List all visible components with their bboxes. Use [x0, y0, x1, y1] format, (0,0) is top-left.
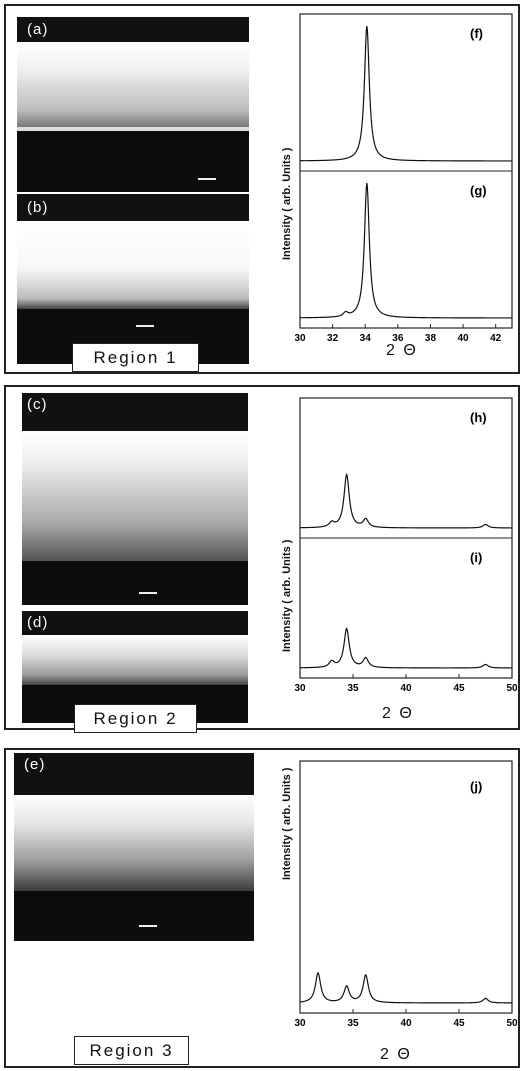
region-3-frame	[4, 748, 520, 1068]
sem-image-e: (e)	[14, 753, 254, 941]
plot-frame	[299, 760, 513, 1014]
spectrum-line	[299, 472, 512, 529]
panel-label: (g)	[470, 183, 487, 198]
scale-bar	[139, 925, 157, 927]
x-tick-label: 50	[506, 1018, 518, 1029]
image-label-c: (c)	[27, 396, 48, 413]
panel-label: (j)	[470, 779, 482, 794]
x-tick-label: 45	[453, 683, 465, 694]
x-tick-label: 50	[506, 683, 518, 694]
x-tick-label: 45	[453, 1018, 465, 1029]
x-tick-label: 40	[458, 333, 470, 344]
scale-bar	[136, 325, 154, 327]
x-tick-label: 30	[294, 333, 306, 344]
image-label-e: (e)	[24, 756, 46, 773]
y-axis-label-2: Intensity ( arb. Units )	[281, 539, 293, 652]
sem-image-c: (c)	[22, 393, 248, 605]
x-tick-label: 30	[294, 1018, 306, 1029]
x-tick-label: 35	[347, 1018, 359, 1029]
spectrum-line	[300, 182, 512, 319]
x-axis-label-3: 2 Θ	[380, 1046, 412, 1063]
x-tick-label: 36	[392, 333, 404, 344]
x-tick-label: 38	[425, 333, 437, 344]
xrd-chart-1: (f) (g) 30 32 34 36 38 40 42	[294, 13, 513, 344]
region-label-3: Region 3	[74, 1036, 189, 1065]
x-axis-label-2: 2 Θ	[382, 705, 414, 722]
spectrum-line	[300, 25, 512, 162]
xrd-chart-3: (j) 30 35 40 45 50	[294, 760, 518, 1029]
region-1-frame	[4, 4, 520, 374]
region-2-frame	[4, 385, 520, 730]
x-tick-label: 30	[294, 683, 306, 694]
y-axis-label-3: Intensity ( arb. Units )	[281, 767, 293, 880]
spectrum-line	[299, 627, 512, 669]
xrd-chart-2: (h) (i) 30 35 40 45 50	[294, 397, 518, 694]
x-tick-label: 40	[400, 1018, 412, 1029]
x-tick-label: 42	[490, 333, 502, 344]
region-label-1: Region 1	[72, 343, 199, 372]
image-label-d: (d)	[27, 614, 49, 631]
spectrum-line	[299, 971, 513, 1004]
region-label-2: Region 2	[74, 704, 197, 733]
x-tick-label: 35	[347, 683, 359, 694]
x-tick-label: 32	[327, 333, 339, 344]
image-label-a: (a)	[27, 21, 49, 38]
image-label-b: (b)	[27, 199, 49, 216]
panel-label: (f)	[470, 26, 483, 41]
panel-label: (i)	[470, 550, 482, 565]
scale-bar	[198, 178, 216, 180]
x-axis-label-1: 2 Θ	[386, 342, 418, 359]
y-axis-label-1: Intensity ( arb. Units )	[281, 147, 293, 260]
sem-image-b: (b)	[17, 194, 249, 364]
x-tick-label: 40	[400, 683, 412, 694]
x-tick-label: 34	[360, 333, 372, 344]
panel-label: (h)	[470, 410, 487, 425]
sem-image-a: (a)	[17, 17, 249, 192]
scale-bar	[139, 592, 157, 594]
